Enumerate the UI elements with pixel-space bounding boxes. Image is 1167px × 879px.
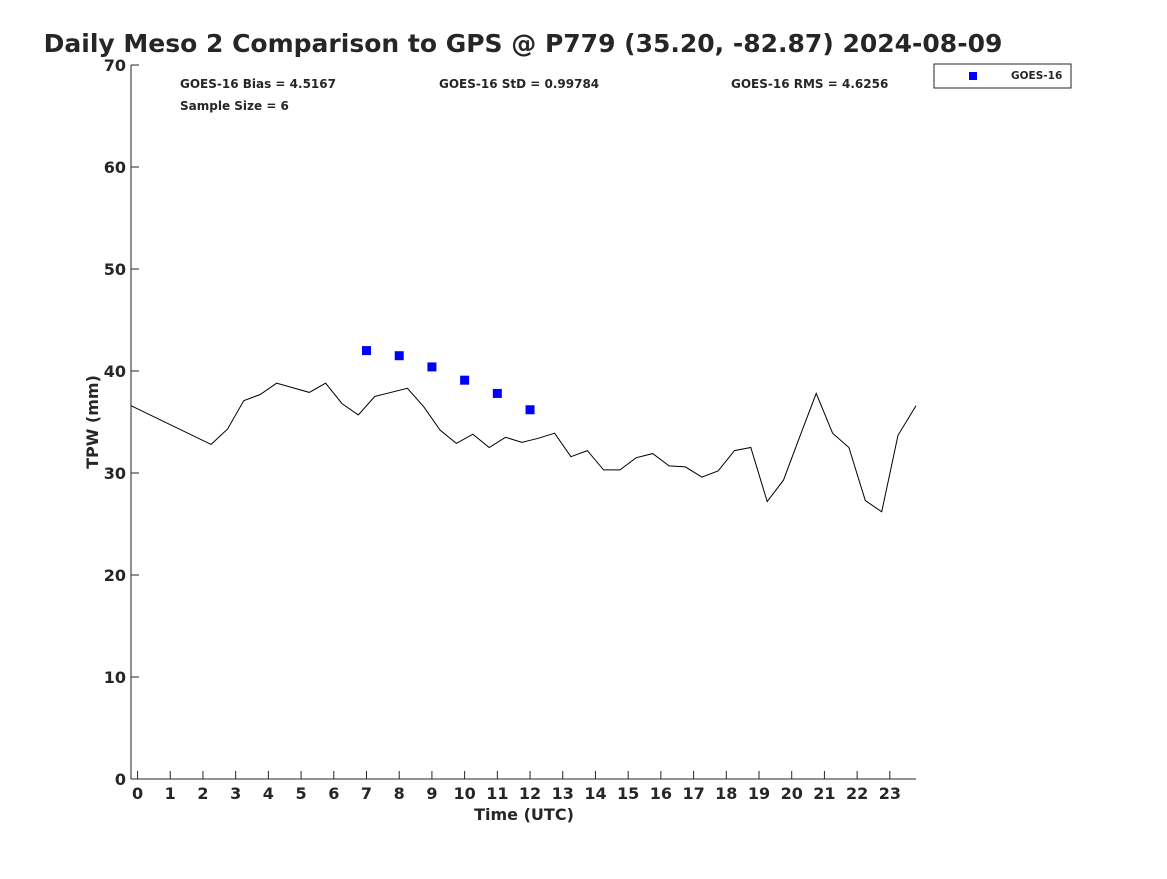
x-tick-label: 22 (846, 784, 868, 803)
x-tick-label: 3 (230, 784, 241, 803)
y-axis-label: TPW (mm) (83, 375, 102, 469)
legend: GOES-16 (933, 63, 1072, 89)
goes16-point (492, 388, 502, 398)
x-tick-label: 5 (296, 784, 307, 803)
x-tick-label: 15 (617, 784, 639, 803)
x-tick-label: 16 (650, 784, 672, 803)
x-tick-label: 6 (328, 784, 339, 803)
y-tick-label: 20 (104, 566, 126, 585)
x-tick-label: 1 (165, 784, 176, 803)
annotation-rms: GOES-16 RMS = 4.6256 (731, 77, 888, 91)
y-tick-label: 0 (115, 770, 126, 789)
legend-box (933, 63, 1072, 89)
goes16-point (525, 405, 535, 415)
x-tick-label: 11 (486, 784, 508, 803)
goes16-point (362, 346, 371, 356)
x-tick-label: 19 (748, 784, 770, 803)
y-tick-label: 30 (104, 464, 126, 483)
x-tick-label: 4 (263, 784, 274, 803)
y-tick-label: 10 (104, 668, 126, 687)
x-tick-label: 13 (552, 784, 574, 803)
x-tick-label: 12 (519, 784, 541, 803)
y-tick-label: 70 (104, 56, 126, 75)
x-tick-label: 10 (453, 784, 475, 803)
goes16-point (394, 351, 404, 361)
chart-title: Daily Meso 2 Comparison to GPS @ P779 (3… (44, 29, 1003, 58)
x-tick-label: 20 (781, 784, 803, 803)
y-tick-label: 50 (104, 260, 126, 279)
annotation-std: GOES-16 StD = 0.99784 (439, 77, 599, 91)
goes16-point (427, 362, 437, 372)
x-axis-label: Time (UTC) (474, 805, 574, 824)
annotation-sample-size: Sample Size = 6 (180, 99, 289, 113)
x-tick-label: 0 (132, 784, 143, 803)
x-tick-label: 17 (682, 784, 704, 803)
y-tick-label: 40 (104, 362, 126, 381)
x-tick-label: 9 (426, 784, 437, 803)
x-tick-label: 18 (715, 784, 737, 803)
annotation-bias: GOES-16 Bias = 4.5167 (180, 77, 336, 91)
x-tick-label: 21 (813, 784, 835, 803)
legend-label-goes16: GOES-16 (1011, 70, 1062, 82)
x-tick-label: 2 (197, 784, 208, 803)
legend-marker-goes16 (969, 72, 977, 80)
x-tick-label: 23 (879, 784, 901, 803)
x-tick-label: 14 (584, 784, 606, 803)
gps-series-line (130, 382, 917, 513)
x-tick-label: 7 (361, 784, 372, 803)
x-tick-label: 8 (394, 784, 405, 803)
goes16-point (460, 375, 470, 385)
y-tick-label: 60 (104, 158, 126, 177)
